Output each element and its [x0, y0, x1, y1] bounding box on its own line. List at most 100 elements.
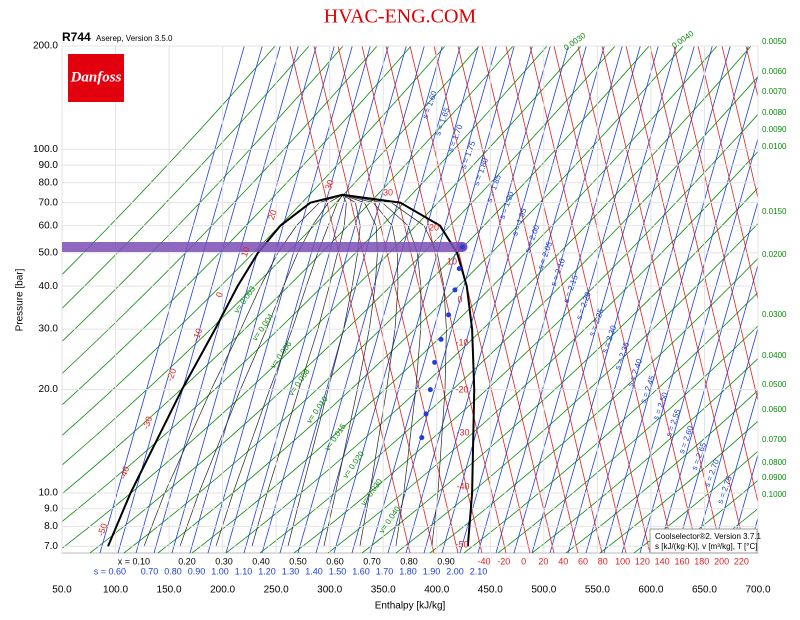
x-tick-label: 100.0 — [103, 585, 128, 596]
entropy-row-label: 1.20 — [258, 566, 276, 576]
process-point — [432, 359, 438, 365]
isotherm-label: 20 — [429, 222, 439, 232]
isotherm-label: 20 — [266, 208, 279, 221]
isotherm-label: 10 — [239, 245, 252, 258]
entropy-row-label: 2.10 — [470, 566, 488, 576]
y-tick-label: 200.0 — [33, 41, 58, 52]
watermark: HVAC-ENG.COM — [324, 6, 477, 28]
isochore — [123, 46, 650, 553]
info-box — [649, 528, 758, 554]
isentrope — [441, 46, 587, 553]
isotherm-label: -20 — [164, 367, 178, 383]
process-point — [427, 387, 433, 393]
isotherm — [697, 46, 758, 300]
process-point — [438, 336, 444, 342]
isochore — [531, 357, 758, 553]
isochore — [633, 450, 758, 553]
volume-label: 0.0080 — [762, 108, 787, 117]
isentrope — [567, 46, 713, 553]
isentrope — [135, 46, 281, 553]
x-tick-label: 150.0 — [157, 585, 182, 596]
quality-label: 0.30 — [215, 556, 233, 566]
temperature-row-label: 160 — [674, 556, 689, 566]
volume-label: 0.0900 — [762, 473, 787, 482]
saturation-dome — [107, 193, 476, 547]
volume-label: 0.0300 — [762, 310, 787, 319]
quality-label: x = 0.10 — [118, 556, 150, 566]
y-tick-label: 30.0 — [39, 324, 59, 335]
temperature-row-label: 80 — [598, 556, 608, 566]
isochore — [667, 479, 758, 553]
x-axis-label: Enthalpy [kJ/kg] — [375, 601, 446, 612]
temperature-row-label: 220 — [734, 556, 749, 566]
isotherm-label: 30 — [323, 178, 336, 191]
isentrope — [711, 389, 758, 553]
isochore — [62, 46, 548, 523]
entropy-row-label: 1.80 — [399, 566, 417, 576]
volume-label: 0.0150 — [762, 207, 787, 216]
volume-label: 0.0400 — [762, 351, 787, 360]
y-tick-label: 100.0 — [33, 144, 58, 155]
temperature-row-label: 120 — [635, 556, 650, 566]
quality-label: 0.60 — [326, 556, 344, 566]
entropy-row-label: 1.30 — [282, 566, 300, 576]
x-tick-label: 550.0 — [585, 585, 610, 596]
isochore — [62, 46, 480, 466]
entropy-row-label: 1.50 — [329, 566, 347, 576]
entropy-row-label: 2.00 — [446, 566, 464, 576]
x-tick-label: 200.0 — [210, 585, 235, 596]
volume-label: 0.0060 — [762, 67, 787, 76]
volume-label: 0.0800 — [762, 458, 787, 467]
quality-label: 0.50 — [289, 556, 307, 566]
temperature-row-label: -40 — [477, 556, 490, 566]
volume-label: 0.0100 — [762, 142, 787, 151]
volume-label: 0.0600 — [762, 405, 787, 414]
temperature-row-label: 180 — [694, 556, 709, 566]
quality-label: 0.40 — [252, 556, 270, 566]
y-tick-label: 60.0 — [39, 220, 59, 231]
temperature-row-label: 200 — [714, 556, 729, 566]
isentrope — [207, 46, 353, 553]
isotherm-label: 30 — [383, 187, 393, 197]
volume-label: 0.0700 — [762, 435, 787, 444]
isentrope — [225, 46, 371, 553]
entropy-row-label: 1.60 — [352, 566, 370, 576]
x-tick-label: 50.0 — [52, 585, 72, 596]
isotherm-label: -50 — [455, 539, 468, 549]
entropy-row-label: 0.70 — [141, 566, 159, 576]
isotherm-label: -10 — [190, 327, 204, 343]
y-tick-label: 9.0 — [44, 503, 58, 514]
quality-label: 0.90 — [437, 556, 455, 566]
entropy-row-label: s = 0.60 — [94, 566, 126, 576]
entropy-row-label: 0.90 — [188, 566, 206, 576]
x-tick-label: 300.0 — [317, 585, 342, 596]
entropy-row-label: 0.80 — [164, 566, 182, 576]
quality-label: 0.70 — [363, 556, 381, 566]
isentrope — [639, 136, 758, 553]
isentrope — [495, 46, 641, 553]
volume-label: 0.0500 — [762, 380, 787, 389]
isentrope — [405, 46, 551, 553]
entropy-row-label: 1.70 — [376, 566, 394, 576]
isochore — [62, 46, 310, 309]
volume-label: 0.0050 — [762, 37, 787, 46]
isochore — [497, 325, 758, 553]
y-axis-label: Pressure [bar] — [15, 268, 26, 331]
entropy-row-label: 1.10 — [235, 566, 253, 576]
isotherm-label: -10 — [455, 337, 468, 347]
isotherm-label: -40 — [117, 465, 131, 481]
y-tick-label: 20.0 — [39, 384, 59, 395]
y-tick-label: 50.0 — [39, 248, 59, 259]
y-tick-label: 70.0 — [39, 197, 59, 208]
isochore — [62, 46, 514, 495]
temperature-row-label: -20 — [497, 556, 510, 566]
process-point — [452, 287, 458, 293]
logo: Danfoss — [70, 69, 122, 85]
quality-label: 0.80 — [400, 556, 418, 566]
isentrope — [729, 453, 758, 553]
isentrope — [549, 46, 695, 553]
volume-label: 0.0070 — [762, 87, 787, 96]
isentrope — [171, 46, 317, 553]
isentrope — [117, 46, 263, 553]
